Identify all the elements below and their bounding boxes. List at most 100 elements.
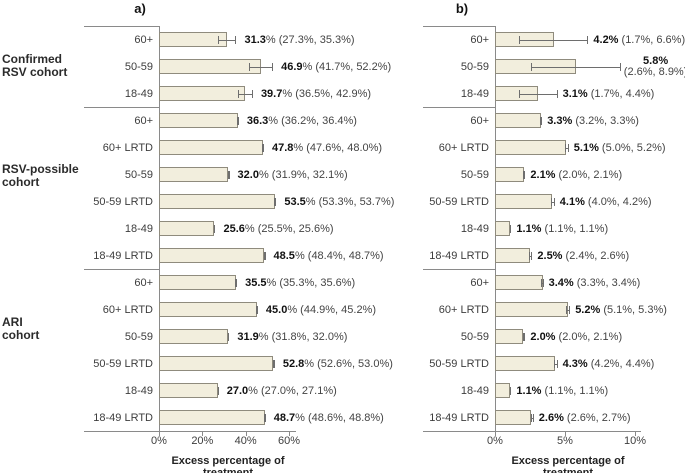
error-bar-cap-high: [556, 359, 558, 368]
error-bar-cap-high: [532, 413, 534, 422]
age-group-label: 60+ LRTD: [102, 141, 153, 154]
bar: [159, 86, 245, 101]
value-label: 35.5% (35.3%, 35.6%): [245, 276, 356, 289]
age-group-label: 60+: [470, 33, 489, 46]
error-bar-cap-high: [531, 251, 533, 260]
x-axis-tick: [245, 431, 247, 436]
cohort-label: RSV-possible cohort: [2, 162, 79, 189]
value-label: 45.0% (44.9%, 45.2%): [265, 303, 376, 316]
error-bar-cap-low: [541, 278, 543, 287]
x-axis-tick-label: 0%: [487, 435, 503, 447]
error-bar-cap-low: [256, 305, 258, 314]
age-group-label: 60+: [470, 114, 489, 127]
value-label: 32.0% (31.9%, 32.1%): [237, 168, 348, 181]
bar: [159, 194, 275, 209]
age-group-label: 18-49 LRTD: [429, 249, 489, 262]
bar: [495, 248, 530, 263]
error-bar-cap-low: [238, 89, 240, 98]
error-bar-cap-high: [619, 62, 621, 71]
x-axis-tick: [635, 431, 636, 436]
bar: [495, 383, 510, 398]
bar: [159, 275, 236, 290]
error-bar-cap-high: [273, 359, 275, 368]
cohort-separator-line: [84, 107, 160, 108]
value-label: 39.7% (36.5%, 42.9%): [260, 87, 372, 100]
value-label: 4.3% (4.2%, 4.4%): [562, 357, 655, 370]
value-label: 2.1% (2.0%, 2.1%): [530, 168, 623, 181]
age-group-label: 60+: [134, 114, 153, 127]
error-bar-cap-high: [275, 197, 277, 206]
value-label: 52.8% (52.6%, 53.0%): [282, 357, 393, 370]
value-label: 4.1% (4.0%, 4.2%): [559, 195, 652, 208]
error-bar-cap-low: [518, 35, 520, 44]
error-bar-line: [238, 93, 252, 95]
bar: [495, 329, 523, 344]
age-group-label: 60+ LRTD: [438, 303, 489, 316]
x-axis-tick-label: 60%: [277, 435, 301, 447]
error-bar-cap-low: [539, 116, 541, 125]
error-bar-cap-high: [542, 278, 544, 287]
bar: [159, 329, 228, 344]
cohort-separator-line: [423, 107, 496, 108]
age-group-label: 60+: [470, 276, 489, 289]
age-group-label: 60+: [134, 276, 153, 289]
error-bar-cap-low: [523, 170, 524, 179]
value-label: 36.3% (36.2%, 36.4%): [246, 114, 357, 127]
error-bar-line: [528, 255, 532, 257]
error-bar-cap-high: [556, 89, 558, 98]
x-axis-tick: [159, 431, 160, 436]
x-axis-tick-label: 10%: [623, 435, 647, 447]
bar: [495, 140, 566, 155]
value-label: 5.8% (2.6%, 8.9%): [623, 54, 685, 78]
value-label: 27.0% (27.0%, 27.1%): [226, 384, 337, 397]
error-bar-cap-high: [587, 35, 589, 44]
bar: [495, 221, 510, 236]
error-bar-cap-high: [228, 332, 230, 341]
frame-top-line: [423, 26, 496, 27]
error-bar-cap-high: [553, 197, 555, 206]
age-group-label: 50-59 LRTD: [93, 357, 153, 370]
value-label: 4.2% (1.7%, 6.6%): [593, 33, 685, 46]
age-group-label: 50-59 LRTD: [429, 357, 489, 370]
age-group-label: 18-49 LRTD: [429, 411, 489, 424]
error-bar-cap-high: [524, 332, 526, 341]
frame-top-line: [84, 26, 160, 27]
panel-b-title: b): [455, 1, 469, 16]
error-bar-cap-low: [528, 251, 530, 260]
cohort-separator-line: [423, 269, 496, 270]
value-label: 47.8% (47.6%, 48.0%): [272, 141, 383, 154]
error-bar-cap-high: [256, 305, 258, 314]
value-label: 31.9% (31.8%, 32.0%): [237, 330, 348, 343]
x-axis-tick-label: 20%: [191, 435, 214, 447]
value-label: 2.0% (2.0%, 2.1%): [530, 330, 623, 343]
age-group-label: 60+: [134, 33, 153, 46]
value-label: 2.6% (2.6%, 2.7%): [538, 411, 631, 424]
x-axis-tick-label: 0%: [151, 435, 167, 447]
error-bar-cap-low: [531, 62, 533, 71]
error-bar-line: [553, 363, 557, 365]
value-label: 46.9% (41.7%, 52.2%): [281, 60, 392, 73]
cohort-label: ARI cohort: [2, 315, 40, 342]
error-bar-line: [518, 39, 588, 41]
bar: [159, 302, 257, 317]
error-bar-cap-high: [237, 116, 239, 125]
bar: [495, 113, 541, 128]
age-group-label: 50-59: [460, 168, 489, 181]
bar: [159, 167, 228, 182]
error-bar-cap-low: [218, 35, 220, 44]
bar: [159, 356, 273, 371]
age-group-label: 50-59: [460, 330, 489, 343]
error-bar-cap-high: [567, 143, 569, 152]
error-bar-cap-high: [510, 386, 512, 395]
error-bar-cap-low: [531, 413, 533, 422]
error-bar-cap-high: [236, 278, 238, 287]
x-axis-tick: [289, 431, 290, 436]
error-bar-cap-low: [523, 332, 524, 341]
error-bar-cap-low: [274, 197, 276, 206]
error-bar-cap-high: [272, 62, 274, 71]
value-label: 1.1% (1.1%, 1.1%): [516, 384, 609, 397]
bar: [495, 275, 543, 290]
bar: [495, 356, 555, 371]
error-bar-cap-high: [524, 170, 526, 179]
value-label: 5.1% (5.0%, 5.2%): [573, 141, 666, 154]
